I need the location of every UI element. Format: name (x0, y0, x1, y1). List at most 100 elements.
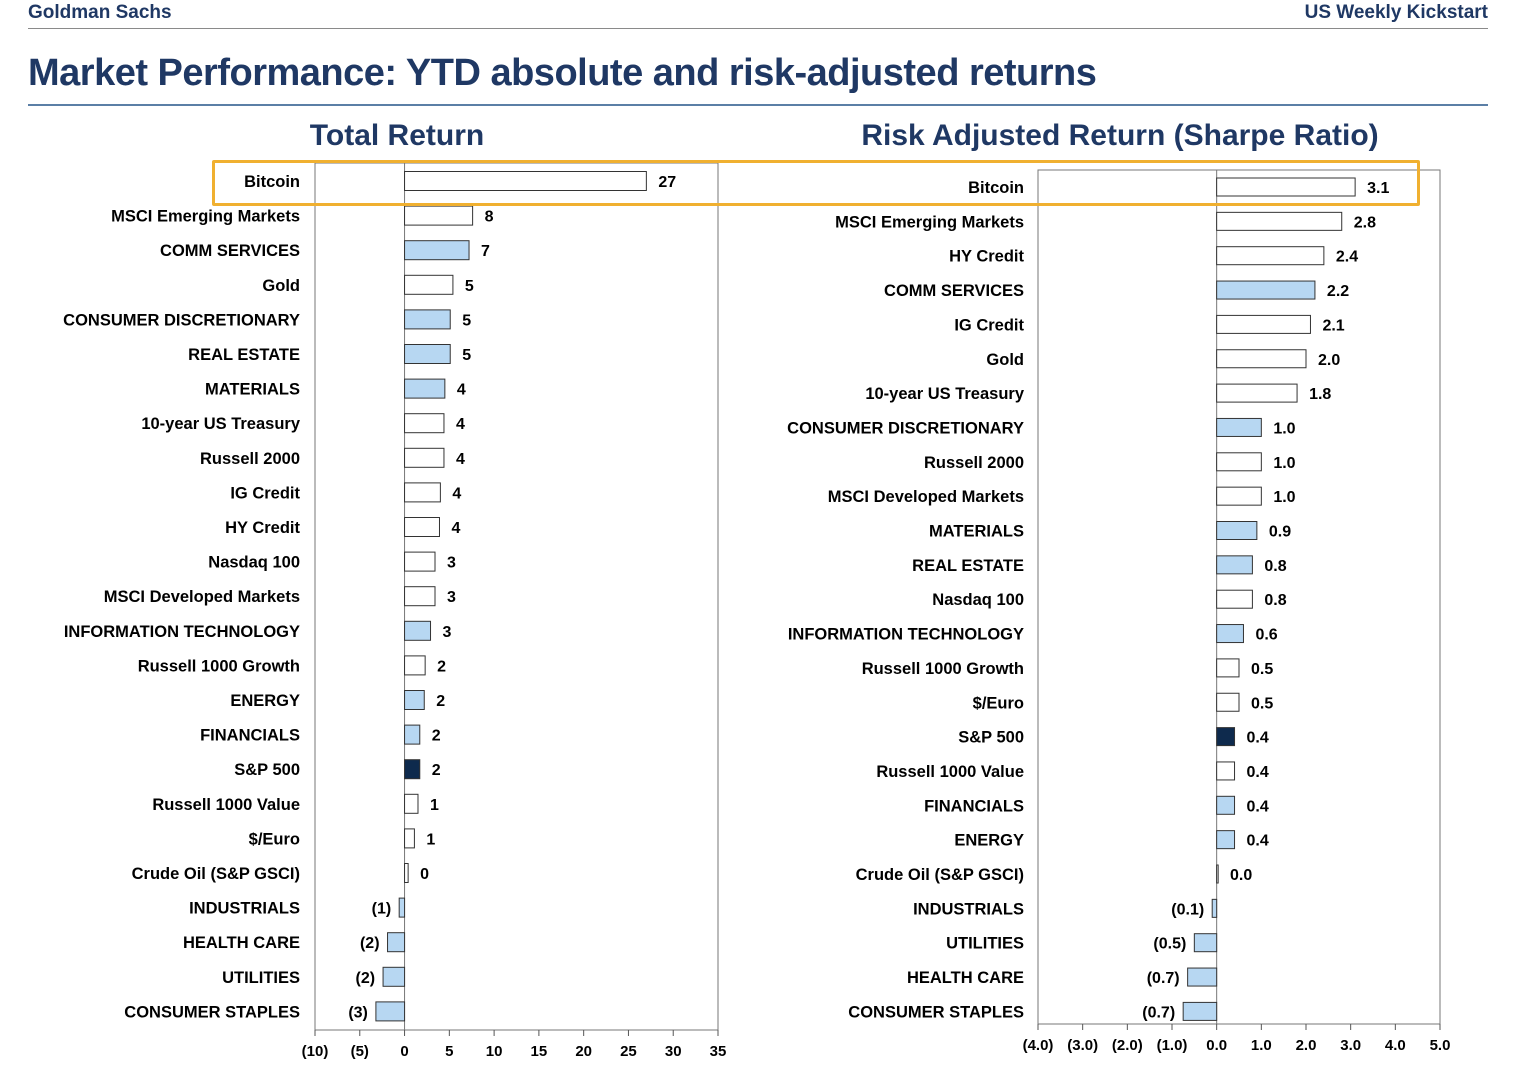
total-return-bar-msci-emerging-markets (404, 205, 474, 226)
total-return-value-gold: 5 (465, 278, 474, 295)
total-return-value-health-care: (2) (360, 935, 380, 952)
total-return-category-consumer-staples: CONSUMER STAPLES (124, 1003, 300, 1021)
total-return-chart-title: Total Return (310, 119, 484, 152)
sharpe-tick-label: 5.0 (1430, 1037, 1451, 1054)
sharpe-category-real-estate: REAL ESTATE (912, 557, 1024, 575)
total-return-bar-comm-services (404, 240, 470, 261)
total-return-category-crude-oil-s-p-gsci: Crude Oil (S&P GSCI) (132, 865, 300, 883)
total-return-tick-label: 30 (665, 1043, 682, 1060)
total-return-tick-label: (5) (351, 1043, 369, 1060)
total-return-bar-russell-2000 (404, 447, 445, 468)
total-return-category-russell-2000: Russell 2000 (200, 450, 300, 468)
sharpe-bar-real-estate (1216, 555, 1253, 575)
sharpe-bar-msci-developed-markets (1216, 486, 1262, 506)
total-return-value-industrials: (1) (372, 901, 392, 918)
total-return-bar-industrials (398, 897, 406, 918)
sharpe-chart-title: Risk Adjusted Return (Sharpe Ratio) (861, 119, 1378, 152)
report-name: US Weekly Kickstart (1304, 2, 1488, 23)
sharpe-value-russell-1000-growth: 0.5 (1251, 661, 1273, 678)
total-return-value-consumer-discretionary: 5 (462, 312, 471, 329)
sharpe-value-comm-services: 2.2 (1327, 283, 1349, 300)
sharpe-bar-russell-1000-growth (1216, 658, 1240, 678)
total-return-category-materials: MATERIALS (205, 381, 300, 399)
sharpe-value-energy: 0.4 (1247, 833, 1269, 850)
total-return-bar-gold (404, 274, 454, 295)
sharpe-category-msci-emerging-markets: MSCI Emerging Markets (835, 213, 1024, 231)
sharpe-bar-euro (1216, 692, 1240, 712)
sharpe-tick-label: (3.0) (1067, 1037, 1098, 1054)
sharpe-bar-russell-1000-value (1216, 761, 1236, 781)
bitcoin-highlight-box (212, 160, 1420, 206)
total-return-bar-russell-1000-growth (404, 655, 426, 676)
total-return-bar-consumer-staples (375, 1001, 406, 1022)
sharpe-bar-10-year-us-treasury (1216, 383, 1298, 403)
sharpe-bar-health-care (1187, 967, 1218, 987)
total-return-category-russell-1000-value: Russell 1000 Value (152, 796, 300, 814)
total-return-tick-label: 15 (531, 1043, 548, 1060)
total-return-category-msci-emerging-markets: MSCI Emerging Markets (111, 208, 300, 226)
sharpe-bar-nasdaq-100 (1216, 589, 1253, 609)
sharpe-bar-comm-services (1216, 280, 1316, 300)
sharpe-bar-consumer-discretionary (1216, 417, 1262, 437)
total-return-bar-information-technology (404, 620, 432, 641)
sharpe-bar-s-p-500 (1216, 727, 1236, 747)
total-return-category-euro: $/Euro (249, 830, 300, 848)
total-return-tick-label: 0 (400, 1043, 408, 1060)
sharpe-bar-hy-credit (1216, 246, 1325, 266)
total-return-value-russell-1000-growth: 2 (437, 658, 446, 675)
sharpe-value-russell-1000-value: 0.4 (1247, 764, 1269, 781)
sharpe-value-real-estate: 0.8 (1264, 558, 1286, 575)
total-return-category-comm-services: COMM SERVICES (160, 242, 300, 260)
total-return-category-utilities: UTILITIES (222, 969, 300, 987)
total-return-bar-euro (404, 828, 415, 849)
total-return-tick-label: (10) (302, 1043, 329, 1060)
total-return-tick-label: 10 (486, 1043, 503, 1060)
sharpe-category-10-year-us-treasury: 10-year US Treasury (865, 385, 1025, 403)
total-return-tick-label: 25 (620, 1043, 637, 1060)
sharpe-tick-label: (4.0) (1023, 1037, 1054, 1054)
sharpe-value-financials: 0.4 (1247, 798, 1269, 815)
sharpe-value-industrials: (0.1) (1171, 901, 1204, 918)
sharpe-tick-label: 0.0 (1206, 1037, 1227, 1054)
sharpe-bar-msci-emerging-markets (1216, 211, 1343, 231)
sharpe-category-utilities: UTILITIES (946, 935, 1024, 953)
total-return-bar-msci-developed-markets (404, 586, 436, 607)
total-return-bar-materials (404, 378, 446, 399)
sharpe-category-msci-developed-markets: MSCI Developed Markets (828, 488, 1024, 506)
total-return-tick-label: 20 (575, 1043, 592, 1060)
total-return-value-10-year-us-treasury: 4 (456, 416, 465, 433)
total-return-bar-ig-credit (404, 482, 441, 503)
total-return-bar-utilities (382, 966, 406, 987)
sharpe-value-utilities: (0.5) (1153, 936, 1186, 953)
total-return-tick-label: 35 (710, 1043, 727, 1060)
sharpe-category-materials: MATERIALS (929, 523, 1024, 541)
sharpe-value-russell-2000: 1.0 (1273, 455, 1295, 472)
sharpe-bar-ig-credit (1216, 314, 1311, 334)
sharpe-value-msci-emerging-markets: 2.8 (1354, 214, 1376, 231)
sharpe-value-consumer-discretionary: 1.0 (1273, 420, 1295, 437)
sharpe-category-energy: ENERGY (954, 832, 1024, 850)
sharpe-value-bitcoin: 3.1 (1367, 180, 1389, 197)
header-rule (28, 28, 1488, 29)
sharpe-bar-crude-oil-s-p-gsci (1216, 864, 1219, 884)
total-return-plot-frame (314, 162, 719, 1031)
total-return-category-hy-credit: HY Credit (225, 519, 300, 537)
total-return-value-russell-2000: 4 (456, 451, 465, 468)
total-return-category-msci-developed-markets: MSCI Developed Markets (104, 588, 300, 606)
total-return-bar-crude-oil-s-p-gsci (404, 863, 409, 883)
total-return-bar-russell-1000-value (404, 793, 419, 814)
sharpe-tick-label: 3.0 (1340, 1037, 1361, 1054)
title-rule (28, 104, 1488, 106)
sharpe-bar-financials (1216, 795, 1236, 815)
sharpe-bar-energy (1216, 830, 1236, 850)
total-return-bar-energy (404, 690, 425, 710)
sharpe-value-10-year-us-treasury: 1.8 (1309, 386, 1331, 403)
sharpe-category-russell-1000-value: Russell 1000 Value (876, 763, 1024, 781)
sharpe-value-information-technology: 0.6 (1255, 627, 1277, 644)
sharpe-category-financials: FINANCIALS (924, 797, 1024, 815)
sharpe-category-industrials: INDUSTRIALS (913, 900, 1024, 918)
total-return-category-financials: FINANCIALS (200, 727, 300, 745)
total-return-bar-real-estate (404, 344, 451, 364)
total-return-category-health-care: HEALTH CARE (183, 934, 300, 952)
sharpe-category-gold: Gold (986, 351, 1024, 369)
